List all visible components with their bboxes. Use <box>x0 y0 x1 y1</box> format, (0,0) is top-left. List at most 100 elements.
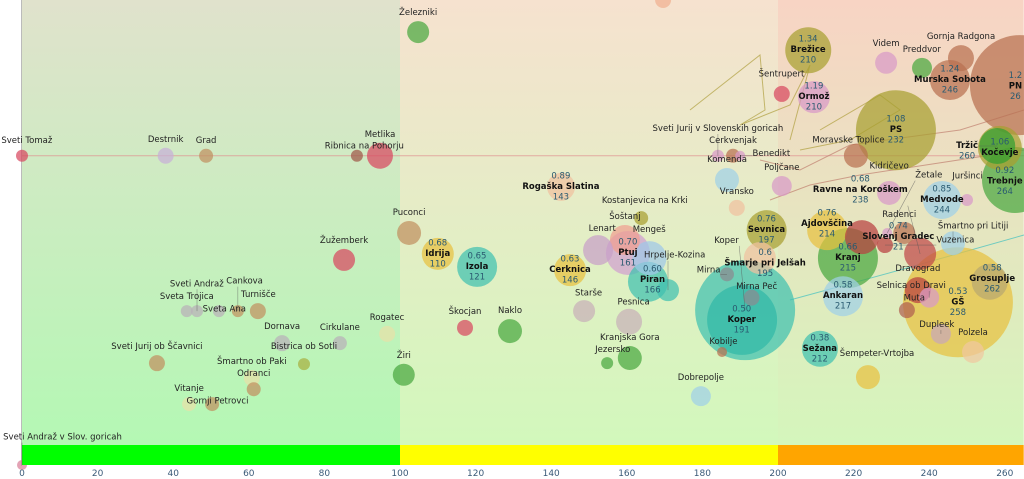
bubble-value: 0.74 <box>889 222 908 232</box>
bubble-value: 0.65 <box>468 251 487 261</box>
bubble-circle <box>875 51 898 74</box>
bubble-count: 146 <box>562 276 578 286</box>
bubble-count: 232 <box>888 136 904 146</box>
bubble-label: Škocjan <box>449 305 482 317</box>
bubble-count: 244 <box>934 205 950 215</box>
bubble-label: Ravne na Koroškem <box>813 184 908 195</box>
bubble-circle <box>912 57 933 78</box>
bubble-circle <box>554 254 587 287</box>
bubble-circle <box>573 300 596 323</box>
bubble-label: Radenci <box>882 210 916 220</box>
bubble-label: Sveti Andraž v Slov. goricah <box>3 433 122 443</box>
bubble-circle <box>350 149 363 162</box>
bubble-label-group: Mengeš <box>633 224 667 235</box>
bubble-label: Železniki <box>399 6 437 18</box>
bubble-count: 161 <box>620 259 636 269</box>
zone-background <box>400 0 778 445</box>
bubble-label: Gornja Radgona <box>927 32 995 42</box>
bubble-circle <box>332 336 347 351</box>
bubble-circle <box>801 330 838 367</box>
x-tick-label: 200 <box>769 469 786 479</box>
bubble-circle <box>634 211 649 226</box>
bubble-label: Dornava <box>264 322 300 332</box>
bubble-circle <box>583 235 614 266</box>
bubble-label: Trebnje <box>987 177 1023 187</box>
bubble-label: Moravske Toplice <box>812 135 884 145</box>
bubble-count: 197 <box>758 236 774 246</box>
zone-band <box>778 445 1024 465</box>
bubble-label: Hrpelje-Kozina <box>644 251 705 261</box>
bubble-circle <box>855 365 880 390</box>
bubble-label-group: Mirna Peč <box>736 281 777 292</box>
bubble-count: 262 <box>984 285 1000 295</box>
bubble-circle <box>785 27 832 74</box>
bubble-circle <box>877 180 902 205</box>
bubble-count: 215 <box>840 264 856 274</box>
bubble-label-group: Dravograd <box>895 264 940 274</box>
bubble-circle <box>743 242 776 275</box>
bubble-circle <box>617 346 642 371</box>
bubble-label-group: Selnica ob Dravi <box>877 281 946 291</box>
bubble-label-group: Gornja Radgona <box>927 32 995 42</box>
zone-background <box>22 0 400 445</box>
bubble-circle <box>457 246 498 287</box>
bubble-label: Kranj <box>835 253 861 263</box>
bubble-label: Medvode <box>920 195 964 205</box>
bubble-value: 0.68 <box>428 238 447 248</box>
zone-band <box>22 445 400 465</box>
bubble-label: Ptuj <box>618 248 637 258</box>
bubble-label: Vitanje <box>174 384 204 394</box>
x-tick-label: 60 <box>243 469 255 479</box>
bubble-label: Šentrupert <box>759 68 805 80</box>
bubble-label-group: Vitanje <box>174 384 204 394</box>
bubble-value: 1.19 <box>804 82 823 92</box>
bubble-label-group: Destrnik <box>148 135 184 145</box>
bubble-label-group: Moravske Toplice <box>812 135 884 145</box>
bubble-label: Grosuplje <box>969 274 1015 284</box>
bubble-label: Šempeter-Vrtojba <box>840 347 914 359</box>
bubble-label: Benedikt <box>753 149 791 159</box>
bubble-label: Bistrica ob Sotli <box>271 342 337 352</box>
x-tick-label: 220 <box>845 469 862 479</box>
bubble-count: 110 <box>430 259 446 269</box>
bubble-label: Poljčane <box>764 162 799 173</box>
bubble-label: PN <box>1009 82 1022 92</box>
bubble-circle <box>961 193 973 206</box>
bubble-circle <box>180 305 193 318</box>
bubble-label-group: Cankova <box>226 277 263 287</box>
bubble-label: Brežice <box>791 45 826 55</box>
bubble-circle <box>249 303 266 320</box>
bubble-label-group: Žužemberk <box>320 234 368 246</box>
bubble-circle <box>771 176 792 196</box>
bubble-value: 1.06 <box>990 138 1009 148</box>
zone-band <box>400 445 778 465</box>
bubble-label-group: Dupleek <box>919 320 954 330</box>
bubble-label: Murska Sobota <box>914 75 986 85</box>
bubble-label-group: Kidričevo <box>869 161 908 172</box>
bubble-label: Cirkulane <box>320 323 360 333</box>
bubble-count: 214 <box>819 229 835 239</box>
bubble-label: Žetale <box>915 169 942 181</box>
bubble-circle <box>212 305 225 318</box>
bubble-label-group: Videm <box>873 39 900 49</box>
bubble-label: Ajdovščina <box>801 218 853 229</box>
bubble-label-group: Hrpelje-Kozina <box>644 251 705 261</box>
bubble-label-group: Rogatec <box>370 313 405 323</box>
bubble-label: Grad <box>196 136 217 146</box>
x-tick-label: 120 <box>467 469 484 479</box>
bubble-label: Selnica ob Dravi <box>877 281 946 291</box>
bubble-circle <box>746 210 787 251</box>
bubble-label-group: Sveti Jurij v Slovenskih goricah <box>653 124 784 134</box>
bubble-count: 258 <box>950 308 966 318</box>
